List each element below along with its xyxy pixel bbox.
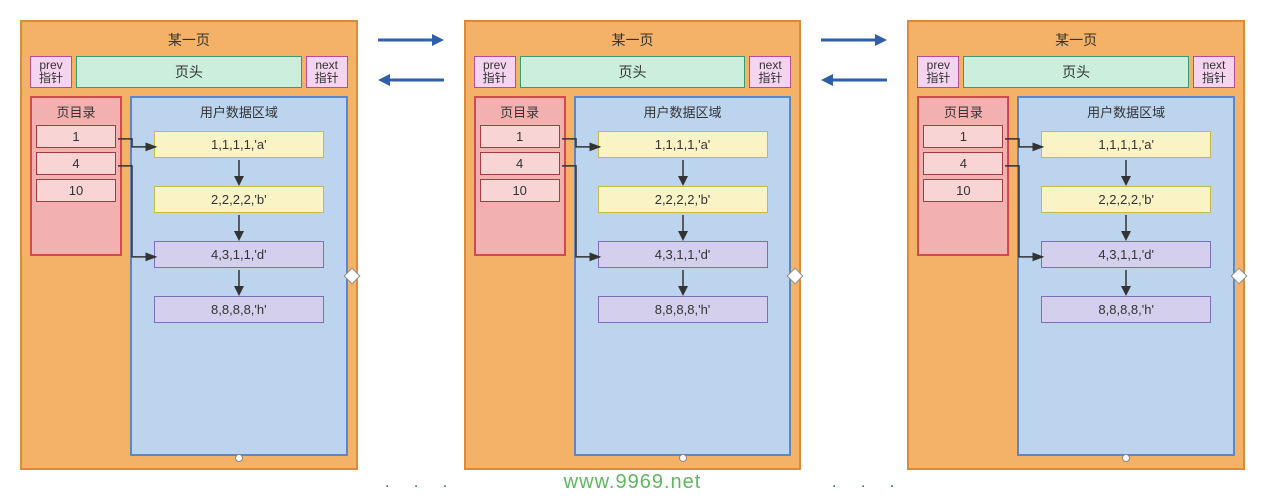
arrow-down-icon	[1118, 268, 1134, 296]
directory-item: 4	[480, 152, 560, 175]
page-header: 页头	[520, 56, 746, 88]
record-box: 8,8,8,8,'h'	[598, 296, 768, 323]
page-header: 页头	[963, 56, 1189, 88]
arrow-down-icon	[1118, 158, 1134, 186]
next-pointer: next指针	[749, 56, 791, 88]
resize-handle-icon	[1122, 454, 1130, 462]
prev-pointer: prev指针	[30, 56, 72, 88]
user-data-panel: 用户数据区域 1,1,1,1,'a' 2,2,2,2,'b' 4,3,1,1,'d' 8…	[1017, 96, 1235, 456]
directory-item: 4	[923, 152, 1003, 175]
user-data-title: 用户数据区域	[138, 102, 340, 121]
resize-handle-icon	[787, 268, 804, 285]
page-title: 某一页	[30, 28, 348, 56]
directory-item: 10	[480, 179, 560, 202]
resize-handle-icon	[343, 268, 360, 285]
watermark-text: www.9969.net	[564, 471, 702, 494]
user-data-title: 用户数据区域	[582, 102, 784, 121]
record-box: 2,2,2,2,'b'	[1041, 186, 1211, 213]
page-panel-2: 某一页prev指针页头next指针页目录 1 4 10 用户数据区域 1,1,1,1,'a…	[907, 20, 1245, 470]
record-box: 4,3,1,1,'d'	[154, 241, 324, 268]
resize-handle-icon	[679, 454, 687, 462]
diagram-root: 某一页prev指针页头next指针页目录1410用户数据区域1,1,1,1,'a…	[20, 20, 1245, 470]
arrow-right-icon	[819, 31, 889, 49]
user-data-title: 用户数据区域	[1025, 102, 1227, 121]
arrow-left-icon	[376, 71, 446, 89]
arrow-left-icon	[819, 71, 889, 89]
record-box: 8,8,8,8,'h'	[154, 296, 324, 323]
directory-title: 页目录	[480, 102, 560, 121]
arrow-right-icon	[376, 31, 446, 49]
next-pointer: next指针	[306, 56, 348, 88]
record-box: 2,2,2,2,'b'	[154, 186, 324, 213]
page-panel-0: 某一页prev指针页头next指针页目录 1 4 10 用户数据区域 1,1,1,1,'a…	[20, 20, 358, 470]
connector-arrows	[376, 20, 446, 100]
directory-item: 1	[36, 125, 116, 148]
record-box: 1,1,1,1,'a'	[1041, 131, 1211, 158]
prev-pointer: prev指针	[474, 56, 516, 88]
page-header: 页头	[76, 56, 302, 88]
arrow-down-icon	[231, 158, 247, 186]
next-pointer: next指针	[1193, 56, 1235, 88]
arrow-down-icon	[1118, 213, 1134, 241]
arrow-down-icon	[231, 213, 247, 241]
directory-item: 1	[480, 125, 560, 148]
directory-item: 10	[923, 179, 1003, 202]
directory-title: 页目录	[923, 102, 1003, 121]
page-panel-1: 某一页prev指针页头next指针页目录 1 4 10 用户数据区域 1,1,1,1,'a…	[464, 20, 802, 470]
ellipsis-right: . . .	[832, 474, 904, 492]
record-box: 1,1,1,1,'a'	[154, 131, 324, 158]
directory-title: 页目录	[36, 102, 116, 121]
page-title: 某一页	[917, 28, 1235, 56]
directory-item: 4	[36, 152, 116, 175]
page-title: 某一页	[474, 28, 792, 56]
record-box: 1,1,1,1,'a'	[598, 131, 768, 158]
user-data-panel: 用户数据区域 1,1,1,1,'a' 2,2,2,2,'b' 4,3,1,1,'d' 8…	[574, 96, 792, 456]
resize-handle-icon	[235, 454, 243, 462]
record-box: 2,2,2,2,'b'	[598, 186, 768, 213]
prev-pointer: prev指针	[917, 56, 959, 88]
directory-panel: 页目录 1 4 10	[474, 96, 566, 256]
arrow-down-icon	[675, 213, 691, 241]
arrow-down-icon	[675, 268, 691, 296]
ellipsis-left: . . .	[385, 474, 457, 492]
record-box: 4,3,1,1,'d'	[598, 241, 768, 268]
record-box: 4,3,1,1,'d'	[1041, 241, 1211, 268]
directory-item: 10	[36, 179, 116, 202]
arrow-down-icon	[675, 158, 691, 186]
arrow-down-icon	[231, 268, 247, 296]
user-data-panel: 用户数据区域 1,1,1,1,'a' 2,2,2,2,'b' 4,3,1,1,'d' 8…	[130, 96, 348, 456]
record-box: 8,8,8,8,'h'	[1041, 296, 1211, 323]
connector-arrows	[819, 20, 889, 100]
directory-panel: 页目录 1 4 10	[30, 96, 122, 256]
directory-panel: 页目录 1 4 10	[917, 96, 1009, 256]
directory-item: 1	[923, 125, 1003, 148]
resize-handle-icon	[1231, 268, 1248, 285]
